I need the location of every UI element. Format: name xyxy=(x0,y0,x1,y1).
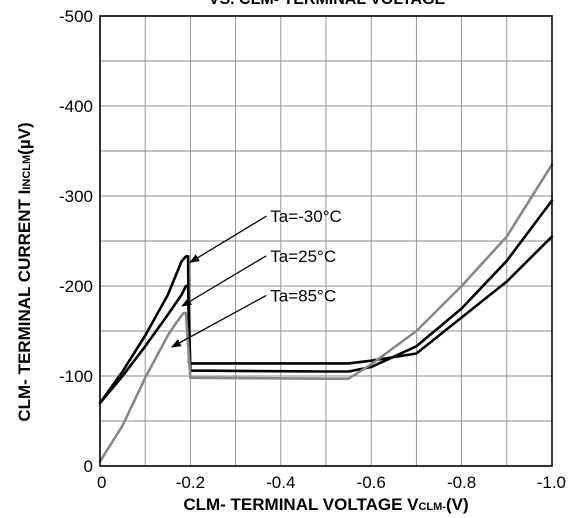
y-axis-label-main: CLM- TERMINAL CURRENT I xyxy=(15,190,34,422)
annotation-arrow xyxy=(181,255,267,307)
annotation-label: Ta=25°C xyxy=(270,247,336,266)
x-axis-label-sub: CLM- xyxy=(418,501,446,513)
x-axis-label: CLM- TERMINAL VOLTAGE VCLM-(V) xyxy=(183,495,468,514)
y-axis-label: CLM- TERMINAL CURRENT IINCLM(µV) xyxy=(15,122,34,421)
x-tick-label: -0.2 xyxy=(176,473,205,492)
y-tick-label: -400 xyxy=(59,97,93,116)
x-axis-label-main: CLM- TERMINAL VOLTAGE V xyxy=(183,495,419,514)
x-tick-label: 0 xyxy=(97,473,106,492)
x-tick-label: -0.6 xyxy=(357,473,386,492)
y-tick-label: -300 xyxy=(59,187,93,206)
series-group xyxy=(98,163,554,463)
chart-title: VS. CLM- TERMINAL VOLTAGE xyxy=(209,0,446,8)
x-axis-label-unit: (V) xyxy=(446,495,469,514)
annotations: Ta=-30°C Ta=25°C Ta=85°C xyxy=(171,207,342,348)
annotation-arrow xyxy=(171,294,267,348)
y-tick-label: 0 xyxy=(84,457,93,476)
y-tick-label: -200 xyxy=(59,277,93,296)
series-line-3 xyxy=(98,163,554,463)
y-axis-label-sub: INCLM xyxy=(21,155,33,190)
x-tick-label: -1.0 xyxy=(537,473,566,492)
annotation-label: Ta=85°C xyxy=(270,286,336,305)
grid xyxy=(100,16,552,466)
y-tick-label: -100 xyxy=(59,367,93,386)
y-axis-label-unit: (µV) xyxy=(15,122,34,154)
y-tick-label: -500 xyxy=(59,7,93,26)
annotation-arrow xyxy=(189,215,267,263)
plot-frame xyxy=(99,15,553,467)
x-tick-label: -0.8 xyxy=(447,473,476,492)
annotation-label: Ta=-30°C xyxy=(270,207,342,226)
y-tick-labels: 0 -100 -200 -300 -400 -500 xyxy=(59,7,93,476)
x-tick-labels: 0 -0.2 -0.4 -0.6 -0.8 -1.0 xyxy=(97,473,566,492)
x-tick-label: -0.4 xyxy=(266,473,295,492)
